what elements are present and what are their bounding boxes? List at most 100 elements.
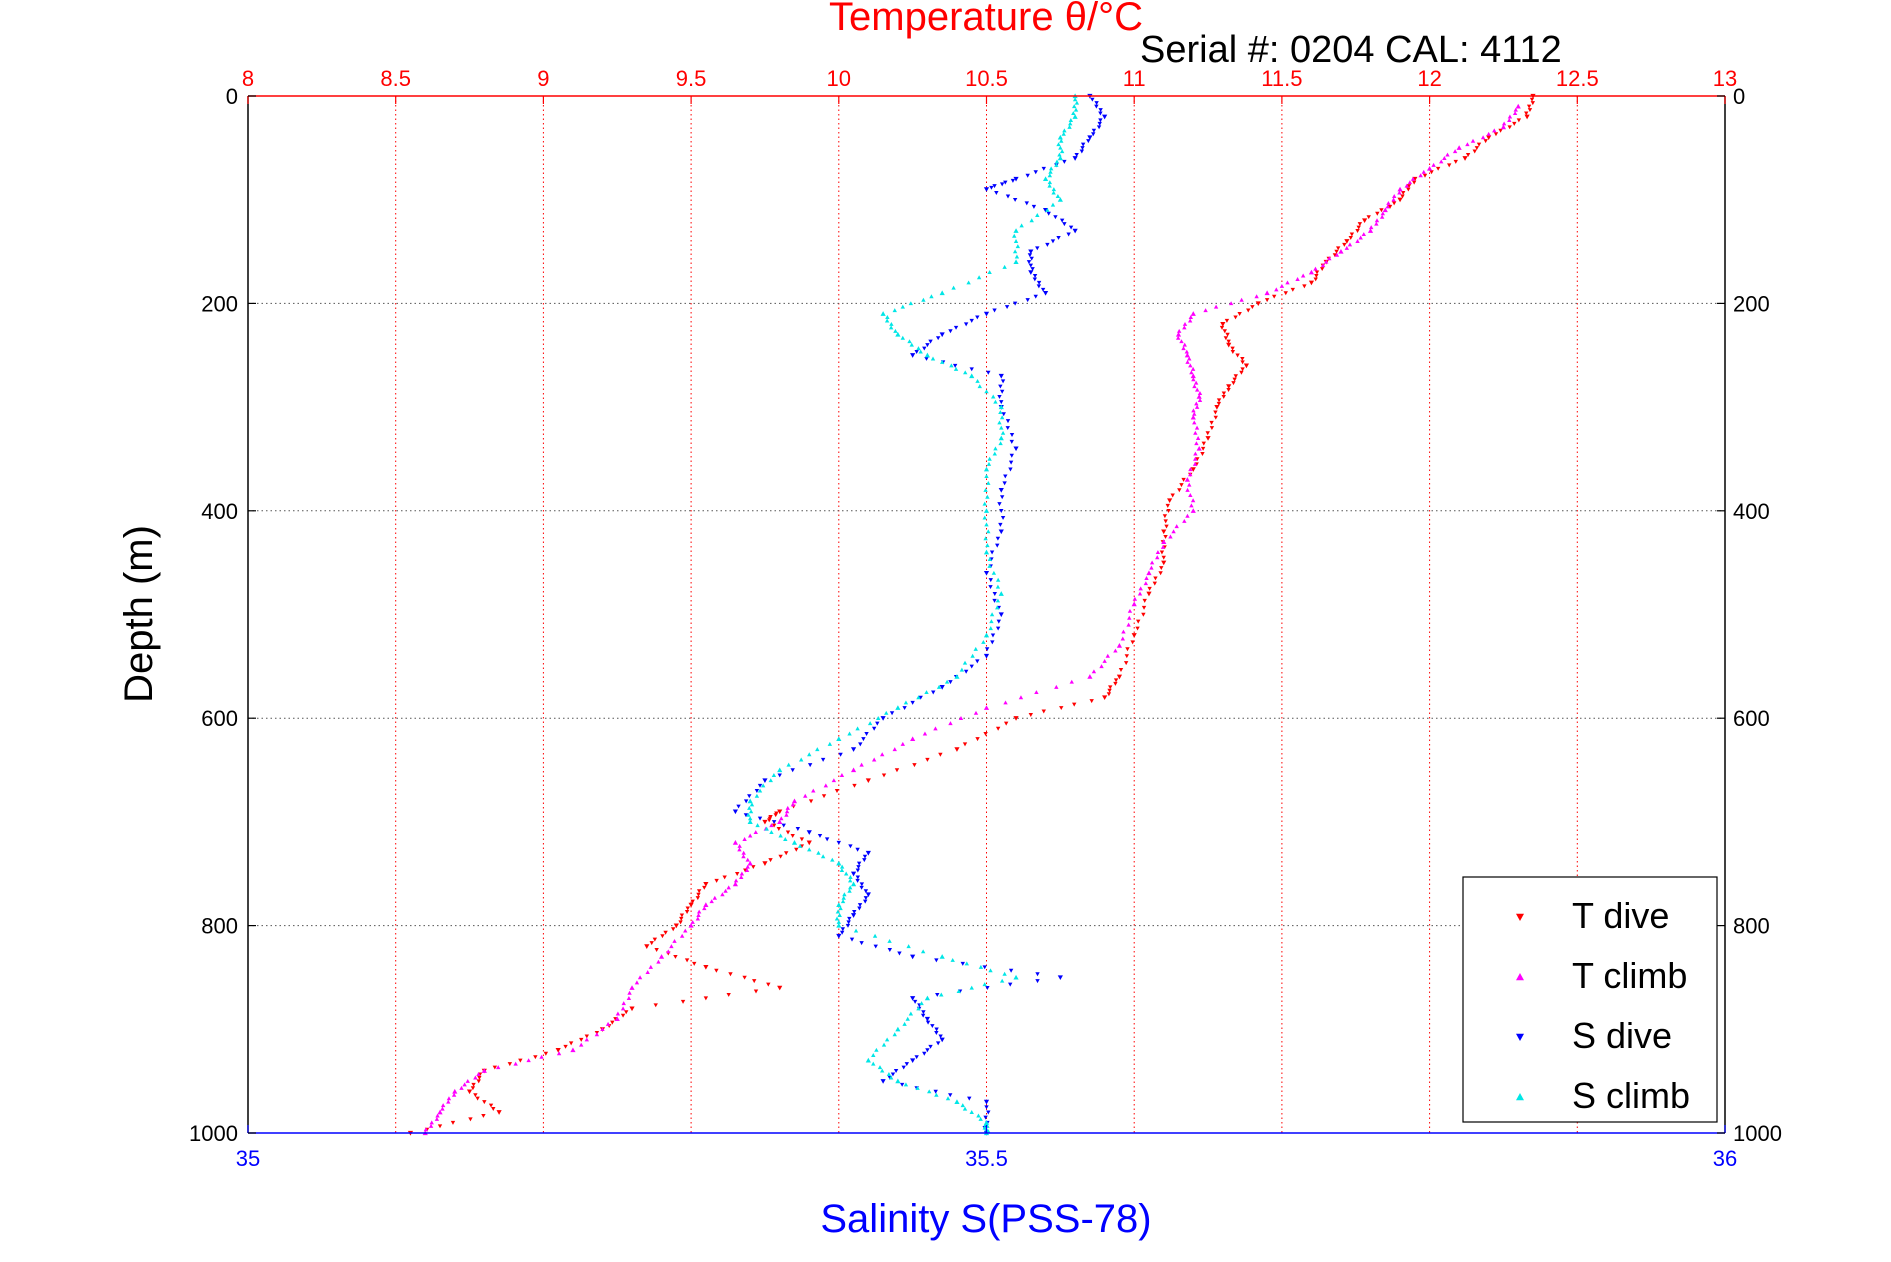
data-point <box>777 985 783 991</box>
data-point <box>1055 194 1061 199</box>
data-point <box>1047 173 1053 178</box>
data-point <box>1400 194 1405 199</box>
data-point <box>984 522 989 527</box>
data-point <box>1160 544 1166 549</box>
data-point <box>824 837 830 842</box>
data-point <box>496 1110 502 1115</box>
data-point <box>1220 322 1226 327</box>
data-point <box>938 752 943 757</box>
data-point <box>1141 605 1147 610</box>
data-point <box>905 1016 910 1021</box>
data-point <box>983 487 988 492</box>
data-point <box>1057 152 1062 157</box>
data-point <box>1005 426 1010 431</box>
data-point <box>1187 318 1193 323</box>
data-point <box>919 1001 924 1006</box>
data-point <box>1001 412 1006 417</box>
data-point <box>1230 346 1235 351</box>
data-point <box>863 889 869 894</box>
data-point <box>855 875 861 880</box>
right-tick-label: 400 <box>1733 499 1770 524</box>
data-point <box>446 1099 451 1104</box>
series-s-climb <box>746 93 1080 1136</box>
data-point <box>993 446 998 451</box>
data-point <box>1357 222 1363 227</box>
data-point <box>614 1016 620 1022</box>
data-point <box>615 1011 621 1016</box>
data-point <box>600 1027 605 1032</box>
data-point <box>434 1116 440 1121</box>
data-point <box>997 394 1002 399</box>
data-point <box>903 1082 909 1087</box>
data-point <box>1013 259 1019 264</box>
data-point <box>931 690 936 695</box>
chart-title: Temperature θ/°C <box>829 0 1143 39</box>
data-point <box>1348 235 1353 240</box>
data-point <box>784 851 789 856</box>
data-point <box>924 995 931 1001</box>
data-point <box>1152 581 1157 586</box>
data-point <box>1233 374 1238 379</box>
data-point <box>999 400 1004 405</box>
data-point <box>1195 387 1200 392</box>
data-point <box>1003 700 1008 705</box>
data-point <box>1028 249 1034 255</box>
data-point <box>1334 249 1339 254</box>
data-point <box>983 466 990 472</box>
data-point <box>1226 339 1231 344</box>
data-point <box>790 833 795 838</box>
data-point <box>732 881 739 887</box>
data-point <box>1429 170 1434 175</box>
data-point <box>1254 294 1259 299</box>
data-point <box>712 895 718 900</box>
data-point <box>1030 267 1035 272</box>
data-point <box>992 184 997 189</box>
data-point <box>863 899 868 904</box>
data-point <box>966 280 971 285</box>
data-point <box>1228 301 1234 306</box>
data-point <box>969 985 974 990</box>
data-point <box>492 1065 498 1070</box>
data-point <box>847 888 852 893</box>
data-point <box>904 1062 910 1067</box>
left-axis-ticks: 0 200 400 600 800 1000 <box>189 84 256 1146</box>
data-point <box>762 778 768 784</box>
data-point <box>1313 266 1318 271</box>
data-point <box>749 802 755 807</box>
data-point <box>1187 482 1192 487</box>
data-point <box>912 763 917 768</box>
data-point <box>848 875 853 879</box>
data-point <box>836 860 842 866</box>
data-point <box>579 1037 584 1042</box>
data-point <box>910 1058 916 1064</box>
data-point <box>1171 529 1176 534</box>
data-point <box>1046 211 1051 216</box>
right-tick-label: 200 <box>1733 291 1770 316</box>
data-point <box>1158 571 1163 576</box>
data-point <box>1161 529 1167 535</box>
data-point <box>1162 514 1168 519</box>
data-point <box>742 975 747 980</box>
data-point <box>987 563 992 568</box>
data-point <box>626 995 632 1000</box>
data-point <box>1386 200 1391 205</box>
data-point <box>1035 246 1040 251</box>
data-point <box>836 902 842 907</box>
data-point <box>1193 451 1198 456</box>
bottom-tick-label: 36 <box>1713 1146 1737 1171</box>
data-point <box>924 690 929 695</box>
data-point <box>1442 156 1447 160</box>
data-point <box>850 881 857 887</box>
data-point <box>1358 235 1363 240</box>
data-point <box>1507 117 1512 122</box>
data-point <box>652 937 658 942</box>
data-point <box>962 1106 968 1111</box>
data-point <box>1188 363 1193 368</box>
data-point <box>1102 695 1108 701</box>
data-point <box>1406 187 1411 192</box>
data-point <box>985 543 990 548</box>
data-point <box>1274 287 1279 292</box>
data-point <box>1205 431 1210 436</box>
data-point <box>1175 331 1182 337</box>
data-point <box>1012 301 1018 306</box>
